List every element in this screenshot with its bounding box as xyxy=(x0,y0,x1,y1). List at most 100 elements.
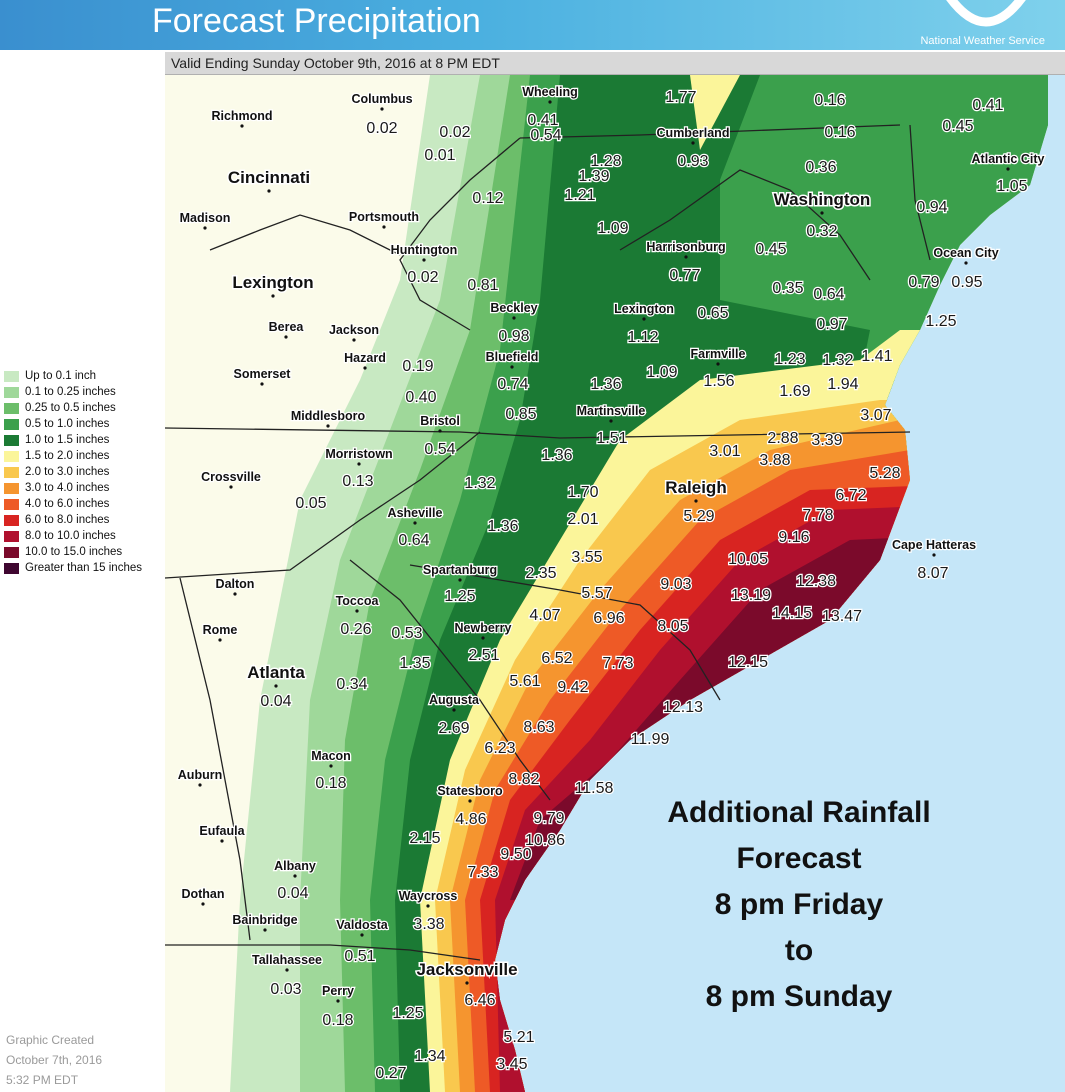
city-label: Auburn xyxy=(178,768,222,782)
city-dot xyxy=(263,928,267,932)
rainfall-value: 2.15 xyxy=(409,830,440,847)
city-dot xyxy=(329,764,333,768)
city-label: Columbus xyxy=(351,92,412,106)
city-label: Asheville xyxy=(388,506,443,520)
legend-label: 10.0 to 15.0 inches xyxy=(25,546,123,558)
page-title: Forecast Precipitation xyxy=(152,2,481,40)
rainfall-value: 0.95 xyxy=(951,274,982,291)
city-dot xyxy=(363,366,367,370)
city-label: Berea xyxy=(269,320,305,334)
legend-label: 6.0 to 8.0 inches xyxy=(25,514,110,526)
city-dot xyxy=(352,338,356,342)
credit-line: Graphic Created xyxy=(6,1033,95,1047)
city-dot xyxy=(426,904,430,908)
rainfall-value: 0.41 xyxy=(527,112,558,129)
city-label: Toccoa xyxy=(336,594,380,608)
rainfall-value: 1.25 xyxy=(392,1005,423,1022)
city-label: Dalton xyxy=(216,577,255,591)
city-label: Huntington xyxy=(391,243,458,257)
rainfall-value: 9.79 xyxy=(533,810,564,827)
city-label: Portsmouth xyxy=(349,210,419,224)
rainfall-value: 12.38 xyxy=(796,573,836,590)
city-label: Morristown xyxy=(325,447,392,461)
city-dot xyxy=(355,609,359,613)
rainfall-value: 6.46 xyxy=(464,992,495,1009)
rainfall-annotation: Additional Rainfall Forecast 8 pm Friday to… xyxy=(667,796,930,1013)
city-dot xyxy=(413,521,417,525)
legend-swatch xyxy=(4,514,19,526)
city-label: Martinsville xyxy=(577,404,646,418)
rainfall-value: 1.36 xyxy=(541,447,572,464)
rainfall-value: 1.36 xyxy=(487,518,518,535)
legend-item: 0.5 to 1.0 inches xyxy=(4,416,142,432)
rainfall-value: 0.54 xyxy=(424,441,455,458)
credit-line: 5:32 PM EDT xyxy=(6,1073,79,1087)
rainfall-value: 0.04 xyxy=(277,885,308,902)
rainfall-value: 1.94 xyxy=(827,376,858,393)
rainfall-value: 1.70 xyxy=(567,484,598,501)
city-dot xyxy=(271,294,275,298)
header-banner: Forecast Precipitation National Weather … xyxy=(0,0,1065,50)
rainfall-value: 9.42 xyxy=(557,679,588,696)
rainfall-value: 1.32 xyxy=(822,352,853,369)
city-dot xyxy=(468,799,472,803)
rainfall-value: 10.05 xyxy=(728,551,768,568)
city-label: Ocean City xyxy=(933,246,998,260)
annotation-line: Additional Rainfall xyxy=(667,796,930,829)
rainfall-value: 0.40 xyxy=(405,389,436,406)
rainfall-value: 6.23 xyxy=(484,740,515,757)
annotation-line: 8 pm Friday xyxy=(715,888,884,921)
legend-label: 1.5 to 2.0 inches xyxy=(25,450,110,462)
rainfall-value: 7.73 xyxy=(602,655,633,672)
rainfall-value: 0.01 xyxy=(424,147,455,164)
legend-item: 1.5 to 2.0 inches xyxy=(4,448,142,464)
rainfall-value: 3.88 xyxy=(759,452,790,469)
city-label: Cumberland xyxy=(657,126,730,140)
city-dot xyxy=(284,335,288,339)
rainfall-value: 0.64 xyxy=(813,286,844,303)
legend-swatch xyxy=(4,498,19,510)
city-dot xyxy=(326,424,330,428)
graphic-credit: Graphic Created October 7th, 2016 5:32 P… xyxy=(6,1030,102,1090)
rainfall-value: 7.78 xyxy=(802,507,833,524)
rainfall-value: 1.35 xyxy=(399,655,430,672)
rainfall-value: 9.16 xyxy=(778,529,809,546)
rainfall-value: 0.53 xyxy=(391,625,422,642)
city-dot xyxy=(820,211,824,215)
city-label: Augusta xyxy=(429,693,480,707)
city-dot xyxy=(293,874,297,878)
rainfall-value: 1.56 xyxy=(703,373,734,390)
city-dot xyxy=(260,382,264,386)
rainfall-value: 0.26 xyxy=(340,621,371,638)
rainfall-value: 0.19 xyxy=(402,358,433,375)
rainfall-value: 0.64 xyxy=(398,532,429,549)
legend-label: 4.0 to 6.0 inches xyxy=(25,498,110,510)
valid-time-text: Valid Ending Sunday October 9th, 2016 at… xyxy=(171,55,500,71)
city-dot xyxy=(229,485,233,489)
rainfall-value: 0.05 xyxy=(295,495,326,512)
rainfall-value: 1.09 xyxy=(597,220,628,237)
legend-item: 1.0 to 1.5 inches xyxy=(4,432,142,448)
rainfall-value: 9.03 xyxy=(660,576,691,593)
city-label: Bainbridge xyxy=(232,913,297,927)
rainfall-value: 0.45 xyxy=(755,241,786,258)
city-label: Valdosta xyxy=(336,918,388,932)
city-dot xyxy=(1006,167,1010,171)
city-labels: Columbus Wheeling Richmond Cumberland Atlant… xyxy=(177,84,1046,1003)
legend-swatch xyxy=(4,530,19,542)
legend-swatch xyxy=(4,386,19,398)
rainfall-value: 9.50 xyxy=(500,846,531,863)
rainfall-value: 12.15 xyxy=(728,654,768,671)
rainfall-value: 0.27 xyxy=(375,1065,406,1082)
rainfall-value: 1.25 xyxy=(444,588,475,605)
city-label: Rome xyxy=(203,623,238,637)
city-dot xyxy=(452,708,456,712)
rainfall-value: 1.69 xyxy=(779,383,810,400)
city-dot xyxy=(691,141,695,145)
city-label: Somerset xyxy=(234,367,292,381)
city-label: Waycross xyxy=(399,889,458,903)
legend-swatch xyxy=(4,370,19,382)
rainfall-value: 0.85 xyxy=(505,406,536,423)
city-label: Albany xyxy=(274,859,316,873)
city-label: Jackson xyxy=(329,323,379,337)
